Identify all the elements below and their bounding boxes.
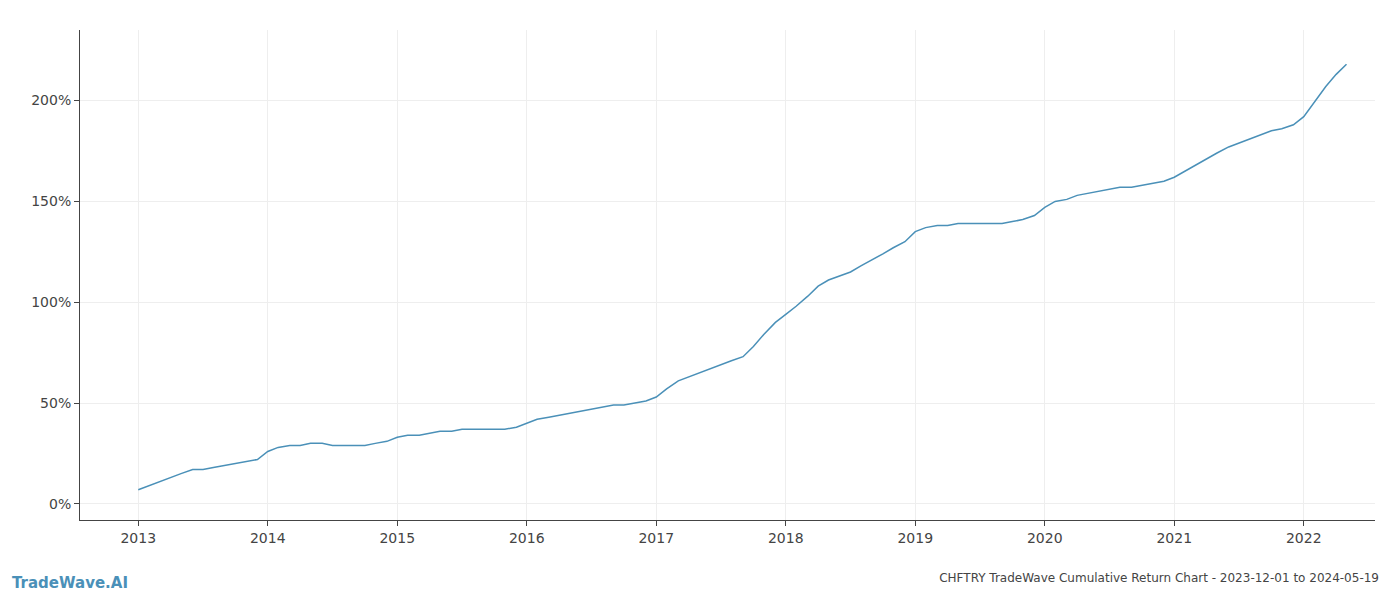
svg-text:TradeWave.AI: TradeWave.AI [12,574,128,592]
svg-text:2013: 2013 [120,530,156,546]
svg-text:2021: 2021 [1156,530,1192,546]
svg-text:2016: 2016 [509,530,545,546]
svg-text:100%: 100% [31,294,71,310]
svg-text:2018: 2018 [768,530,804,546]
svg-text:50%: 50% [40,395,71,411]
svg-text:2020: 2020 [1027,530,1063,546]
svg-text:2022: 2022 [1286,530,1322,546]
svg-text:2015: 2015 [379,530,415,546]
svg-text:2014: 2014 [250,530,286,546]
svg-text:200%: 200% [31,92,71,108]
svg-text:2019: 2019 [897,530,933,546]
svg-text:2017: 2017 [638,530,674,546]
svg-text:0%: 0% [49,496,71,512]
svg-text:150%: 150% [31,193,71,209]
svg-text:CHFTRY TradeWave Cumulative Re: CHFTRY TradeWave Cumulative Return Chart… [939,571,1379,585]
